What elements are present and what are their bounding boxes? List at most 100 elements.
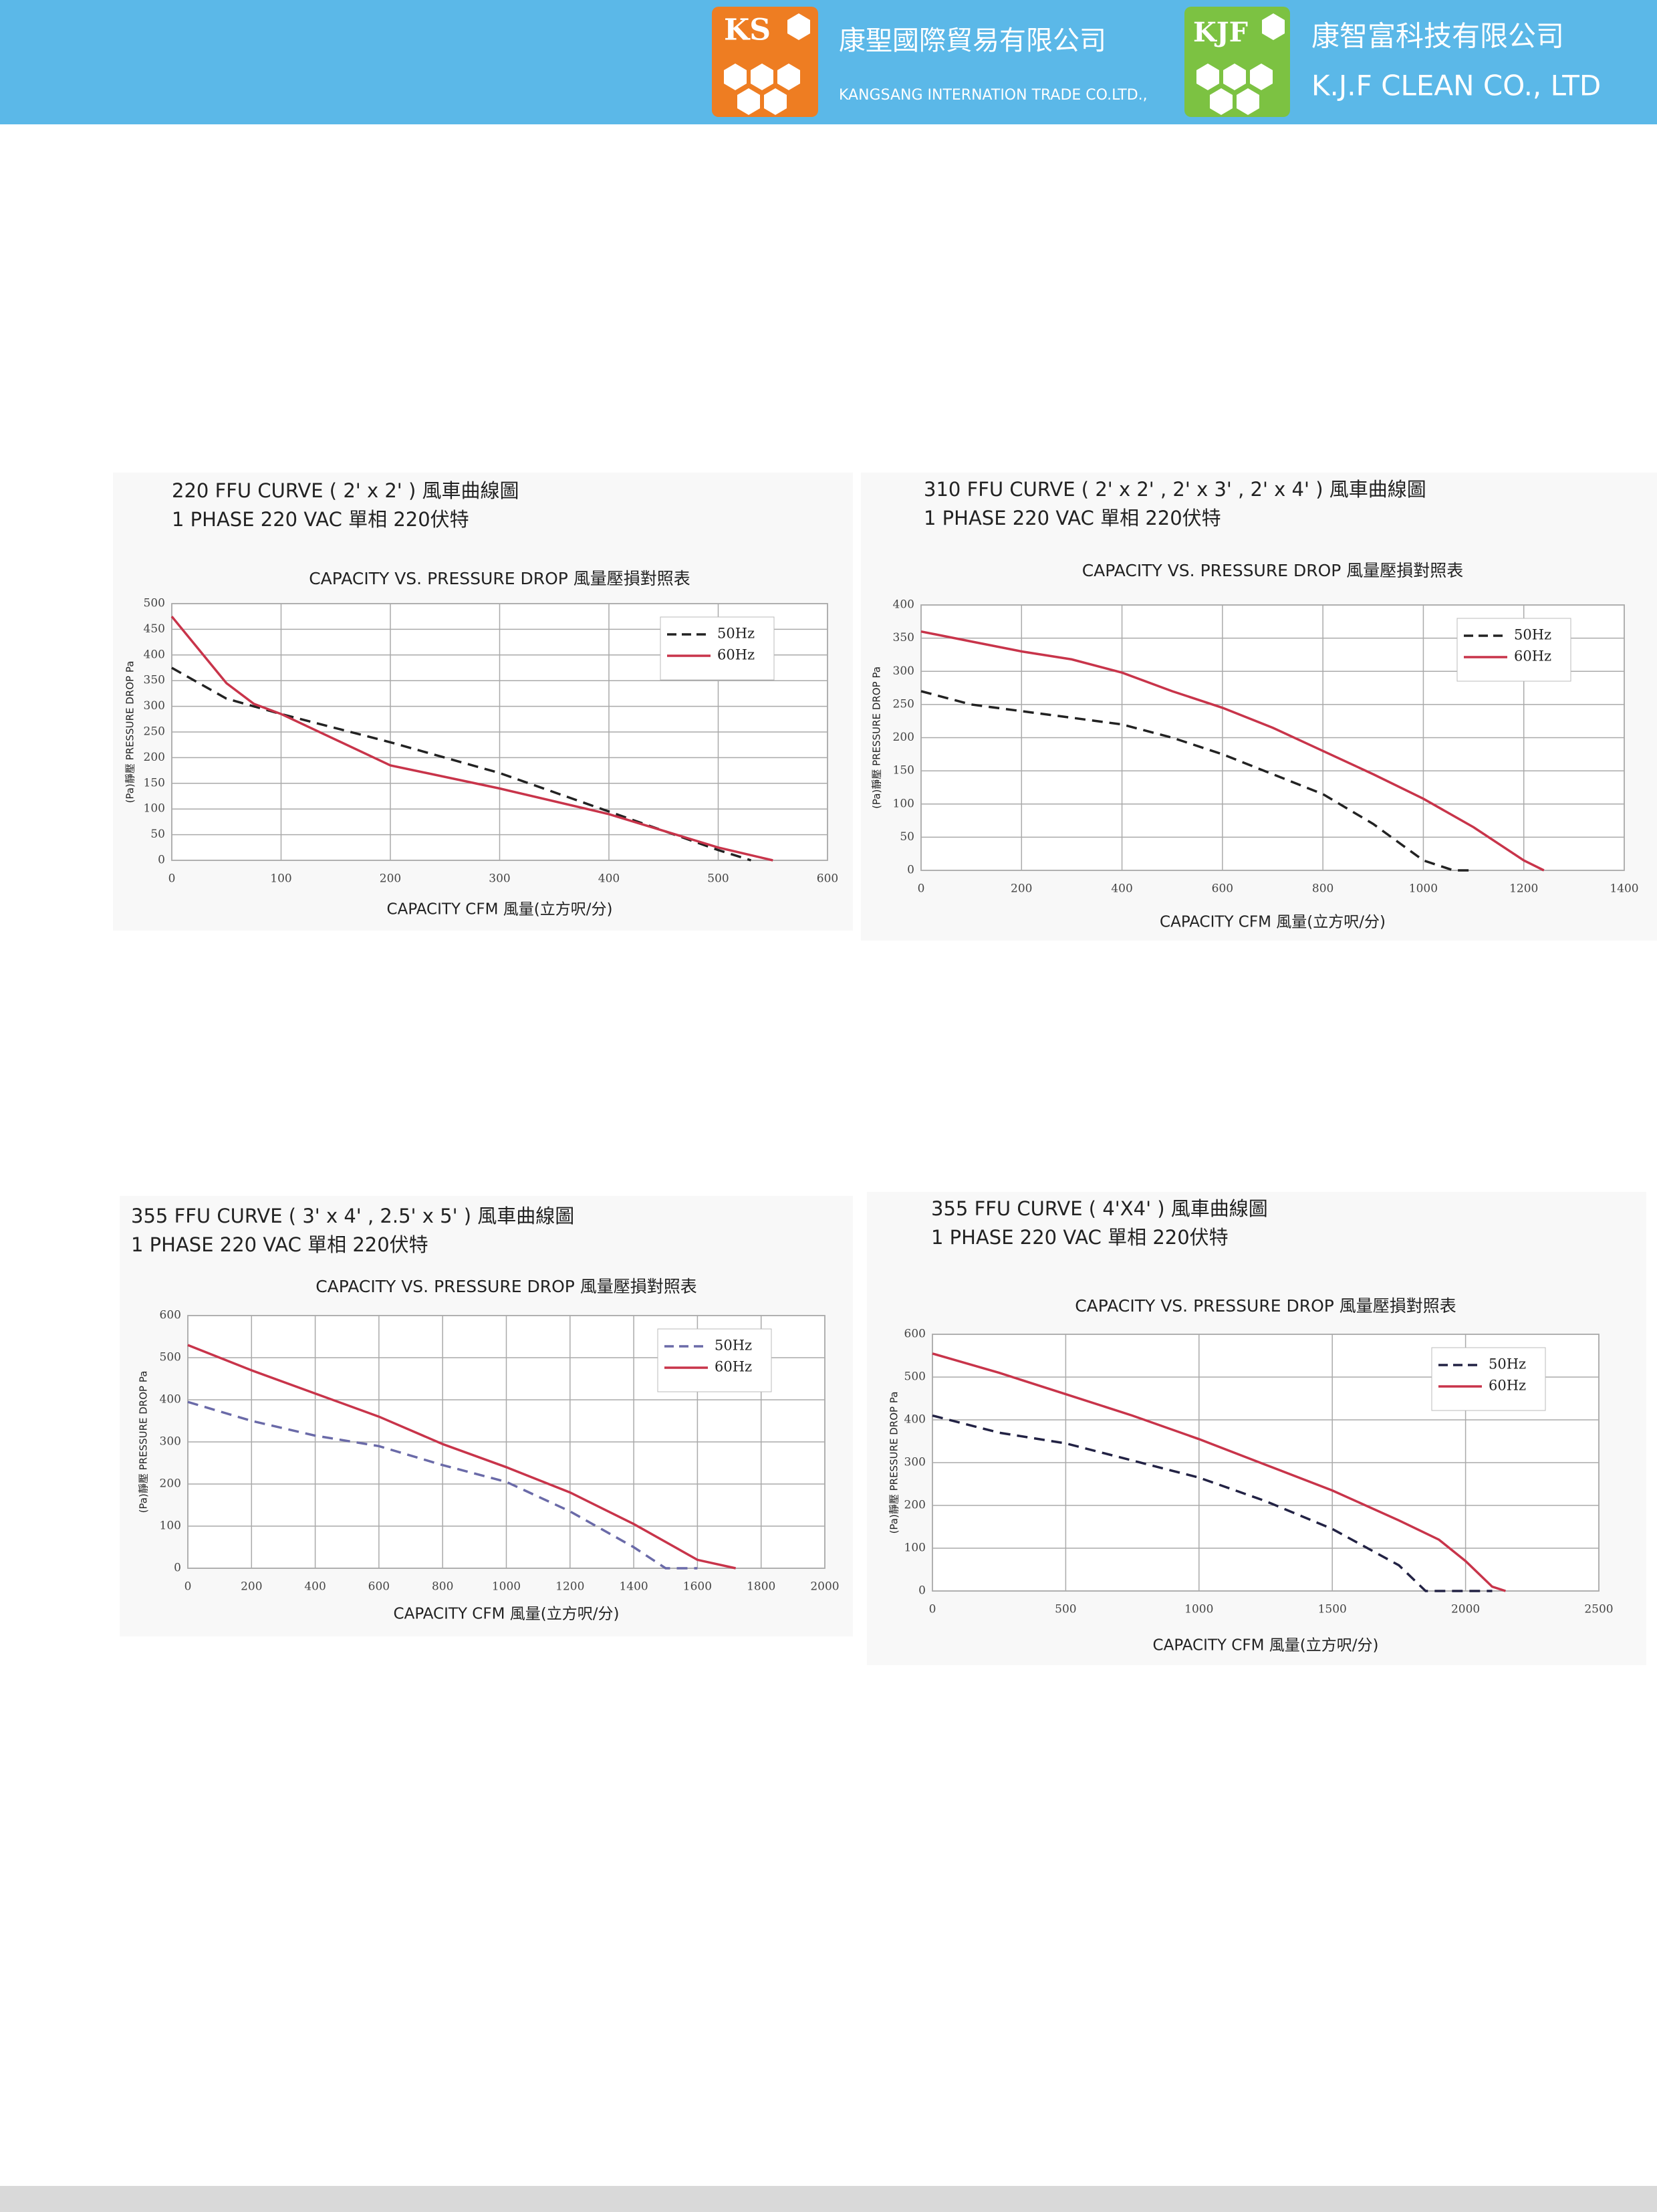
x-tick-label: 600 (1212, 882, 1233, 896)
x-tick-label: 1200 (555, 1580, 584, 1594)
legend-box (1431, 1347, 1546, 1411)
x-tick-label: 800 (432, 1580, 453, 1594)
series-line (920, 630, 1545, 872)
chart-subheading: 1 PHASE 220 VAC 單相 220伏特 (131, 1233, 428, 1256)
x-tick-label: 1400 (619, 1580, 648, 1594)
x-tick-label: 400 (598, 872, 620, 886)
y-tick-label: 100 (904, 1542, 926, 1555)
company-name: 康聖國際貿易有限公司 (839, 25, 1106, 56)
y-tick-label: 350 (893, 631, 914, 644)
company-english: KANGSANG INTERNATION TRADE CO.LTD., (839, 87, 1148, 104)
chart-title: CAPACITY VS. PRESSURE DROP 風量壓損對照表 (315, 1277, 697, 1296)
x-axis-label: CAPACITY CFM 風量(立方呎/分) (394, 1606, 620, 1623)
footer-bar (0, 2186, 1657, 2212)
y-tick-label: 300 (904, 1456, 926, 1469)
y-tick-label: 200 (160, 1477, 181, 1491)
logo-text: KJF (1193, 17, 1248, 48)
x-tick-label: 400 (304, 1580, 326, 1594)
x-tick-label: 800 (1312, 882, 1333, 896)
chart-title: CAPACITY VS. PRESSURE DROP 風量壓損對照表 (1082, 561, 1464, 580)
series-line (170, 616, 773, 862)
series-line (187, 1344, 736, 1570)
y-tick-label: 200 (144, 751, 165, 764)
chart-heading: 355 FFU CURVE ( 3' x 4' , 2.5' x 5' ) 風車… (131, 1205, 574, 1227)
x-tick-label: 1000 (1409, 882, 1438, 896)
y-tick-label: 400 (904, 1413, 926, 1427)
y-tick-label: 400 (893, 598, 914, 612)
y-tick-label: 200 (893, 731, 914, 744)
x-tick-label: 1600 (683, 1580, 712, 1594)
x-axis-label: CAPACITY CFM 風量(立方呎/分) (1153, 1637, 1379, 1654)
chart-heading: 220 FFU CURVE ( 2' x 2' ) 風車曲線圖 (172, 479, 519, 502)
y-tick-label: 300 (160, 1435, 181, 1449)
legend-label: 50Hz (1489, 1356, 1526, 1372)
x-tick-label: 2000 (1451, 1603, 1480, 1616)
legend-label: 60Hz (715, 1359, 752, 1375)
x-tick-label: 1000 (1184, 1603, 1213, 1616)
y-tick-label: 100 (893, 797, 914, 810)
logo-text: KS (724, 13, 771, 47)
x-tick-label: 200 (1011, 882, 1032, 896)
y-axis-label: (Pa)靜壓 PRESSURE DROP Pa (871, 666, 883, 809)
y-tick-label: 0 (918, 1584, 926, 1598)
y-tick-label: 200 (904, 1499, 926, 1512)
x-tick-label: 0 (168, 872, 176, 886)
y-axis-label: (Pa)靜壓 PRESSURE DROP Pa (888, 1392, 900, 1534)
x-tick-label: 600 (368, 1580, 390, 1594)
x-tick-label: 1200 (1509, 882, 1538, 896)
y-tick-label: 300 (144, 699, 165, 713)
legend-label: 50Hz (1514, 627, 1551, 643)
company-english: K.J.F CLEAN CO., LTD (1311, 70, 1601, 102)
chart-heading: 355 FFU CURVE ( 4'X4' ) 風車曲線圖 (931, 1197, 1268, 1220)
y-tick-label: 250 (893, 697, 914, 711)
y-axis-label: (Pa)靜壓 PRESSURE DROP Pa (124, 661, 136, 804)
logo-kjf: KJF (1184, 7, 1290, 117)
y-tick-label: 450 (144, 622, 165, 636)
y-tick-label: 50 (900, 830, 914, 844)
x-tick-label: 400 (1111, 882, 1132, 896)
legend-label: 50Hz (715, 1338, 752, 1354)
chart-subheading: 1 PHASE 220 VAC 單相 220伏特 (172, 508, 469, 531)
x-tick-label: 300 (489, 872, 510, 886)
logo-ks: KS (712, 7, 818, 117)
x-tick-label: 200 (380, 872, 401, 886)
x-tick-label: 0 (184, 1580, 192, 1594)
legend-box (1456, 618, 1571, 682)
x-tick-label: 500 (707, 872, 729, 886)
x-tick-label: 2500 (1584, 1603, 1613, 1616)
x-tick-label: 0 (929, 1603, 936, 1616)
x-tick-label: 1800 (747, 1580, 775, 1594)
legend-label: 60Hz (717, 647, 755, 663)
chart-subheading: 1 PHASE 220 VAC 單相 220伏特 (924, 507, 1221, 529)
y-tick-label: 400 (144, 648, 165, 661)
legend-box (660, 616, 775, 681)
y-tick-label: 400 (160, 1393, 181, 1406)
x-tick-label: 1400 (1610, 882, 1638, 896)
x-tick-label: 0 (918, 882, 925, 896)
header-bar (0, 0, 1657, 124)
x-tick-label: 200 (241, 1580, 262, 1594)
y-tick-label: 350 (144, 674, 165, 687)
y-tick-label: 100 (144, 802, 165, 816)
series-line (187, 1400, 698, 1570)
legend-label: 50Hz (717, 626, 755, 642)
company-name: 康智富科技有限公司 (1311, 20, 1564, 53)
series-line (932, 1352, 1506, 1592)
chart-subheading: 1 PHASE 220 VAC 單相 220伏特 (931, 1226, 1229, 1249)
x-tick-label: 2000 (810, 1580, 839, 1594)
series-line (171, 666, 752, 862)
x-tick-label: 1500 (1318, 1603, 1347, 1616)
y-tick-label: 500 (144, 597, 165, 610)
y-tick-label: 300 (893, 664, 914, 678)
chart-title: CAPACITY VS. PRESSURE DROP 風量壓損對照表 (309, 569, 690, 588)
legend-box (657, 1328, 772, 1392)
series-line (932, 1414, 1493, 1592)
x-tick-label: 1000 (492, 1580, 521, 1594)
y-tick-label: 150 (893, 764, 914, 777)
x-tick-label: 600 (817, 872, 838, 886)
y-tick-label: 50 (150, 828, 165, 841)
y-tick-label: 600 (160, 1309, 181, 1322)
y-tick-label: 500 (160, 1351, 181, 1364)
y-tick-label: 600 (904, 1328, 926, 1341)
